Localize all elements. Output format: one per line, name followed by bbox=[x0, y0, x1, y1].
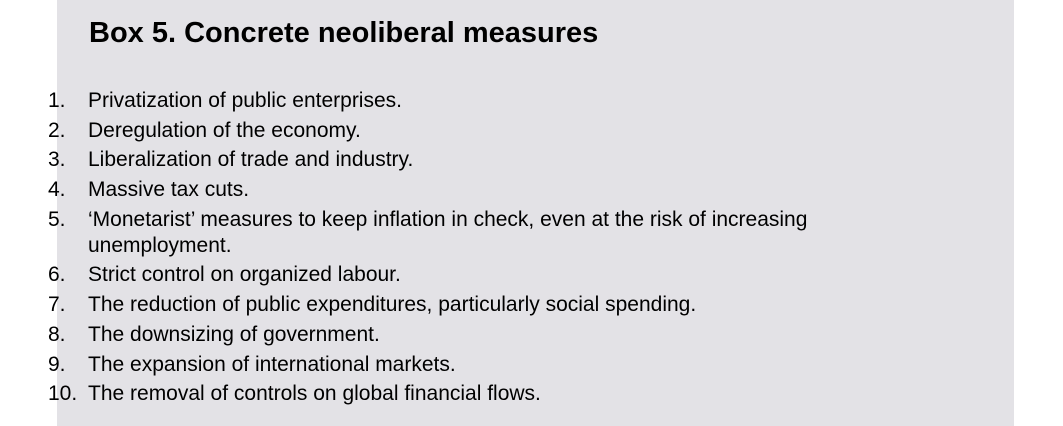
list-item-text: Liberalization of trade and industry. bbox=[88, 148, 414, 172]
list-item-number: 8. bbox=[48, 322, 66, 346]
list-item-text: Massive tax cuts. bbox=[88, 178, 250, 202]
list-item-text: Privatization of public enterprises. bbox=[88, 89, 402, 112]
list-item-number: 1. bbox=[48, 89, 66, 112]
box-panel bbox=[57, 0, 1014, 426]
list-item-text: The downsizing of government. bbox=[88, 322, 380, 346]
list-item-number: 9. bbox=[48, 352, 66, 376]
list-item-text: The expansion of international markets. bbox=[88, 352, 456, 376]
measures-list: 1. Privatization of public enterprises. … bbox=[0, 88, 1063, 411]
list-item-text: Deregulation of the economy. bbox=[88, 118, 361, 142]
list-item: 3. Liberalization of trade and industry. bbox=[0, 147, 1063, 173]
list-item-text: ‘Monetarist’ measures to keep inflation … bbox=[88, 207, 808, 257]
list-item: 1. Privatization of public enterprises. bbox=[0, 88, 1063, 114]
list-item: 6. Strict control on organized labour. bbox=[0, 262, 1063, 288]
list-item-number: 5. bbox=[48, 207, 66, 231]
list-item-text: The removal of controls on global financ… bbox=[88, 382, 541, 406]
list-item: 5. ‘Monetarist’ measures to keep inflati… bbox=[0, 207, 1063, 259]
box-title: Box 5. Concrete neoliberal measures bbox=[89, 17, 599, 49]
list-item-text: Strict control on organized labour. bbox=[88, 263, 401, 287]
list-item: 9. The expansion of international market… bbox=[0, 352, 1063, 378]
list-item-number: 4. bbox=[48, 178, 66, 202]
list-item: 10. The removal of controls on global fi… bbox=[0, 381, 1063, 407]
list-item-number: 2. bbox=[48, 118, 66, 142]
list-item-number: 6. bbox=[48, 263, 66, 287]
list-item: 7. The reduction of public expenditures,… bbox=[0, 292, 1063, 318]
list-item-number: 10. bbox=[48, 382, 78, 406]
list-item: 4. Massive tax cuts. bbox=[0, 177, 1063, 203]
list-item: 8. The downsizing of government. bbox=[0, 322, 1063, 348]
list-item: 2. Deregulation of the economy. bbox=[0, 118, 1063, 144]
list-item-text: The reduction of public expenditures, pa… bbox=[88, 293, 697, 317]
list-item-number: 3. bbox=[48, 148, 66, 172]
list-item-number: 7. bbox=[48, 293, 66, 317]
